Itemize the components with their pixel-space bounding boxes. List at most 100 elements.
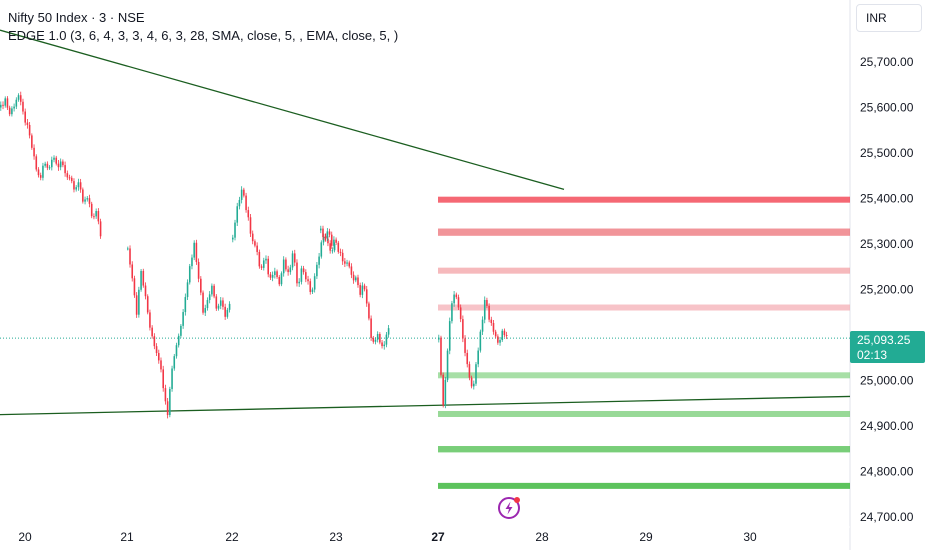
candle-body [48, 167, 51, 169]
x-tick-label: 27 [431, 530, 445, 544]
candle-body [330, 234, 333, 246]
candle-body [0, 104, 2, 108]
candle-body [4, 98, 7, 106]
y-tick-label: 24,900.00 [860, 419, 914, 433]
candle-body [155, 346, 158, 354]
y-tick-label: 25,000.00 [860, 374, 914, 388]
candle-body [153, 336, 156, 347]
trendline-0 [0, 29, 565, 191]
currency-button[interactable]: INR [856, 4, 922, 32]
level-zone-2 [438, 267, 850, 274]
candle-body [186, 282, 189, 298]
y-tick-label: 24,800.00 [860, 465, 914, 479]
level-zone-5 [438, 410, 850, 417]
candle-body [51, 159, 53, 168]
candle-body [35, 156, 38, 170]
candle-body [138, 289, 140, 315]
candle-body [42, 165, 44, 178]
candle-body [451, 303, 453, 322]
candle-body [311, 289, 314, 292]
candle-body [453, 294, 455, 304]
x-tick-label: 22 [225, 530, 239, 544]
candle-body [341, 252, 344, 262]
candle-body [287, 269, 289, 273]
trendline-1 [0, 395, 851, 416]
candle-body [462, 319, 464, 339]
tradingview-spark-icon[interactable] [496, 495, 522, 521]
candle-body [313, 276, 316, 290]
candle-body [17, 95, 20, 100]
candle-body [84, 199, 86, 202]
candle-body [499, 340, 501, 343]
candle-body [256, 245, 258, 252]
candle-body [289, 267, 292, 273]
candle-body [33, 147, 35, 157]
candle-body [309, 281, 312, 292]
candle-body [293, 253, 296, 263]
candle-body [440, 337, 442, 375]
candle-body [329, 243, 331, 251]
candle-body [497, 336, 499, 343]
candle-body [238, 199, 241, 207]
candle-body [162, 369, 165, 389]
candle-body [446, 350, 449, 380]
candle-body [274, 271, 276, 275]
candle-body [365, 289, 368, 304]
candle-body [175, 345, 178, 357]
candle-body [37, 169, 40, 176]
candle-body [479, 331, 482, 351]
y-tick-label: 25,500.00 [860, 146, 914, 160]
candle-body [197, 261, 200, 279]
candle-body [459, 307, 462, 320]
candle-body [477, 350, 479, 365]
candle-body [232, 237, 234, 240]
current-price-value: 25,093.25 [857, 333, 911, 347]
x-tick-label: 29 [639, 530, 653, 544]
candle-body [271, 274, 274, 278]
candle-body [442, 374, 444, 406]
candle-body [247, 210, 250, 218]
x-tick-label: 20 [18, 530, 32, 544]
chart-legend: Nifty 50 Index · 3 · NSE EDGE 1.0 (3, 6,… [8, 9, 398, 45]
candle-body [204, 308, 207, 313]
candle-body [331, 250, 334, 252]
x-tick-label: 30 [743, 530, 757, 544]
indicator-label[interactable]: EDGE 1.0 (3, 6, 4, 3, 3, 4, 6, 3, 28, SM… [8, 28, 399, 43]
candle-body [166, 401, 169, 416]
candle-body [269, 274, 272, 278]
level-zone-4 [438, 372, 850, 379]
candle-body [457, 297, 460, 308]
candle-body [59, 161, 62, 168]
candle-body [68, 177, 71, 179]
candle-body [344, 261, 346, 264]
level-zone-3 [438, 304, 850, 311]
candle-body [348, 262, 351, 267]
candle-body [177, 335, 180, 346]
y-tick-label: 25,600.00 [860, 101, 914, 115]
candle-body [171, 368, 173, 389]
symbol-label[interactable]: Nifty 50 Index · 3 · NSE [8, 10, 145, 25]
candle-body [213, 285, 215, 297]
candle-body [381, 342, 383, 347]
candle-body [322, 236, 325, 243]
candle-body [298, 281, 300, 284]
candle-body [376, 334, 379, 340]
candle-body [144, 285, 147, 297]
candle-body [494, 331, 497, 337]
candle-body [267, 258, 270, 275]
candle-body [327, 238, 329, 244]
candle-body [200, 278, 202, 293]
candle-body [79, 182, 82, 190]
candle-body [475, 364, 477, 384]
candle-body [280, 273, 283, 285]
level-zone-7 [438, 482, 850, 489]
candle-body [302, 268, 305, 273]
candle-body [488, 305, 490, 320]
candle-body [322, 228, 324, 237]
candle-body [234, 222, 236, 238]
candle-body [188, 266, 191, 283]
candle-body [251, 233, 254, 242]
candle-body [245, 195, 247, 211]
